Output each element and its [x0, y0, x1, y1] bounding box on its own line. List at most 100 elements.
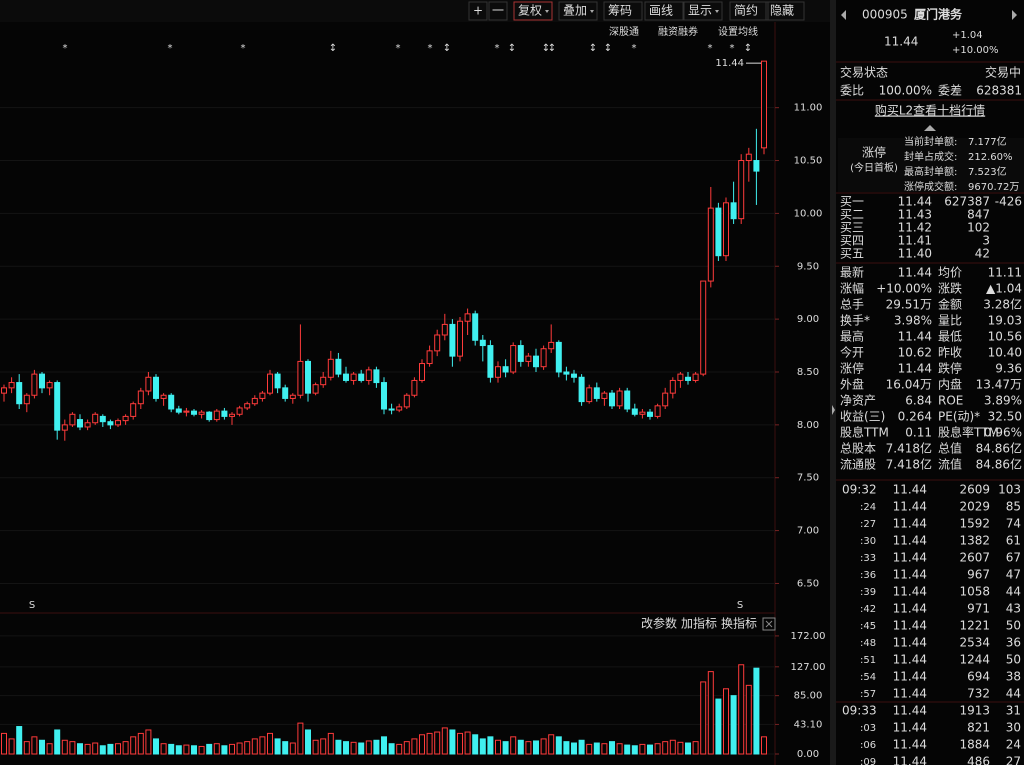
toolbar-label[interactable]: 一 — [492, 4, 504, 18]
candle-body — [624, 390, 631, 410]
toolbar-label[interactable]: 显示 — [688, 4, 712, 18]
volume-bar — [669, 739, 676, 755]
toolbar-button[interactable] — [765, 1, 805, 21]
toolbar-button[interactable] — [468, 1, 488, 21]
candle-body — [305, 360, 311, 394]
volume-bar — [92, 742, 99, 755]
event-marker[interactable]: * — [495, 43, 500, 54]
toolbar-button[interactable] — [558, 1, 598, 21]
trade-volume: 971 — [967, 602, 990, 616]
high-label: 11.44 — [715, 58, 744, 69]
subbar-link[interactable]: 融资融券 — [658, 25, 698, 38]
candle-body — [586, 387, 593, 403]
trade-time: :45 — [860, 621, 876, 632]
splitter[interactable] — [830, 0, 836, 765]
trade-volume: 2607 — [959, 551, 990, 565]
candle-body — [61, 424, 68, 431]
candle-body — [533, 355, 539, 368]
toolbar-button[interactable] — [729, 1, 769, 21]
bid-price: 11.43 — [898, 208, 932, 222]
toolbar-label[interactable]: + — [473, 4, 483, 18]
event-marker[interactable]: ↕ — [443, 43, 451, 54]
y-tick-label: 43.10 — [794, 719, 823, 730]
panel-button[interactable]: 换指标 — [721, 616, 757, 631]
toolbar-button[interactable] — [644, 1, 684, 21]
event-marker[interactable]: S — [737, 600, 743, 611]
volume-bar — [738, 664, 745, 755]
volume-bar — [495, 739, 501, 755]
expand-arrow[interactable] — [924, 125, 936, 131]
toolbar-label[interactable]: 隐藏 — [770, 4, 794, 18]
volume-bar — [130, 736, 137, 755]
l2-link[interactable]: 购买L2查看十档行情 — [875, 103, 985, 118]
stat-value: 3.98% — [894, 314, 932, 328]
subbar-link[interactable]: 深股通 — [609, 26, 639, 38]
volume-bar — [434, 731, 441, 755]
candle-body — [191, 410, 197, 415]
event-marker[interactable]: S — [29, 600, 35, 611]
toolbar-label[interactable]: 叠加 — [563, 4, 587, 18]
close-button[interactable] — [762, 617, 776, 631]
event-marker[interactable]: * — [708, 43, 713, 54]
trade-time: :27 — [860, 519, 876, 530]
toolbar-bg — [0, 0, 830, 22]
y-tick-label: 0.00 — [797, 749, 819, 760]
toolbar-button[interactable] — [683, 1, 723, 21]
stat-value: 11.44 — [898, 266, 932, 280]
volume-bar — [411, 738, 418, 755]
volume-bar — [305, 729, 311, 755]
event-marker[interactable]: * — [632, 43, 637, 54]
event-marker[interactable]: ↕ — [329, 43, 337, 54]
volume-bar — [168, 743, 175, 755]
bid-label: 买三 — [840, 221, 864, 235]
volume-bar — [723, 688, 729, 755]
prev-arrow[interactable] — [841, 10, 846, 20]
event-marker[interactable]: * — [63, 43, 68, 54]
next-arrow[interactable] — [1012, 10, 1017, 20]
stat-label: 昨收 — [938, 346, 962, 360]
trade-price: 11.44 — [893, 653, 927, 667]
candle-body — [350, 373, 357, 381]
toolbar-button[interactable] — [488, 1, 508, 21]
event-marker[interactable]: ↕ — [548, 43, 556, 54]
volume-bar — [274, 738, 281, 755]
event-marker[interactable]: ↕ — [744, 43, 752, 54]
event-marker[interactable]: ↕ — [589, 43, 597, 54]
volume-bar — [320, 738, 327, 755]
candle-body — [692, 373, 699, 381]
toolbar-label[interactable]: 画线 — [649, 4, 673, 18]
trade-price: 11.44 — [893, 619, 927, 633]
stat-label: 收益(三) — [840, 410, 885, 424]
close-icon — [765, 620, 773, 628]
event-marker[interactable]: * — [168, 43, 173, 54]
candle-body — [206, 411, 213, 421]
volume-bar — [160, 743, 167, 755]
limit-value: 7.177亿 — [968, 135, 1007, 148]
event-marker[interactable]: * — [428, 43, 433, 54]
candle-body — [700, 280, 707, 375]
event-marker[interactable]: * — [730, 43, 735, 54]
toolbar-label[interactable]: 复权 — [518, 4, 542, 18]
change: +1.04 — [952, 30, 983, 41]
event-marker[interactable]: * — [396, 43, 401, 54]
subbar-link[interactable]: 设置均线 — [718, 25, 758, 38]
candle-body — [753, 160, 760, 172]
toolbar-button[interactable] — [603, 1, 643, 21]
toolbar-label[interactable]: 简约 — [734, 3, 758, 18]
trade-time: :51 — [860, 655, 876, 666]
event-marker[interactable]: * — [241, 43, 246, 54]
panel-button[interactable]: 改参数 — [641, 616, 677, 631]
candle-body — [145, 376, 152, 392]
candle-body — [160, 394, 167, 399]
trade-volume: 1058 — [959, 585, 990, 599]
trade-price: 11.44 — [893, 483, 927, 497]
candle-body — [609, 392, 615, 407]
stat-value: 11.44 — [898, 362, 932, 376]
event-marker[interactable]: ↕ — [542, 43, 550, 54]
panel-button[interactable]: 加指标 — [681, 616, 717, 631]
event-marker[interactable]: ↕ — [508, 43, 516, 54]
event-marker[interactable]: ↕ — [604, 43, 612, 54]
toolbar-button[interactable] — [513, 1, 553, 21]
candle-body — [168, 394, 175, 410]
toolbar-label[interactable]: 筹码 — [608, 4, 632, 18]
